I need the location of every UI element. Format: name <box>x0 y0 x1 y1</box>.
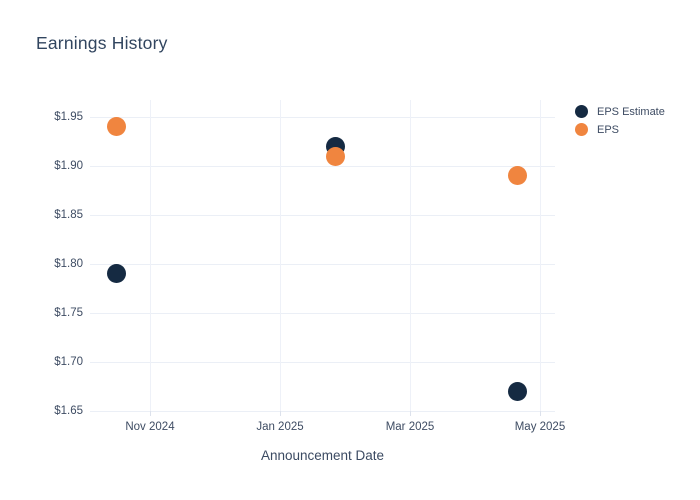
x-gridline <box>149 100 151 411</box>
legend-item-eps[interactable]: EPS <box>575 123 665 136</box>
y-gridline <box>90 116 555 118</box>
y-tick-label: $1.80 <box>54 257 83 270</box>
x-tick-label: Jan 2025 <box>256 421 304 433</box>
legend-swatch-icon <box>575 105 588 118</box>
y-gridline <box>90 214 555 216</box>
x-tick-label: Mar 2025 <box>385 421 435 433</box>
y-gridline <box>90 411 555 412</box>
chart-title: Earnings History <box>36 33 168 53</box>
y-gridline <box>90 312 555 314</box>
x-tick-label: Nov 2024 <box>125 421 175 433</box>
x-tick-mark <box>149 411 151 416</box>
y-tick-label: $1.70 <box>54 355 83 368</box>
x-gridline <box>539 100 541 411</box>
plot-area <box>90 100 555 412</box>
legend-label: EPS <box>597 123 620 136</box>
y-tick-label: $1.65 <box>54 405 83 417</box>
data-point-eps-estimate[interactable] <box>507 381 527 401</box>
y-gridline <box>90 263 555 265</box>
data-point-eps[interactable] <box>325 146 345 166</box>
y-gridline <box>90 361 555 363</box>
x-tick-mark <box>539 411 541 416</box>
x-gridline <box>279 100 281 411</box>
y-tick-label: $1.95 <box>54 110 83 123</box>
data-point-eps[interactable] <box>106 117 126 137</box>
x-axis-title: Announcement Date <box>260 448 385 463</box>
legend-swatch-icon <box>575 123 588 136</box>
data-point-eps-estimate[interactable] <box>106 264 126 284</box>
x-tick-mark <box>409 411 411 416</box>
x-tick-label: May 2025 <box>514 421 566 433</box>
legend: EPS Estimate EPS <box>575 105 665 141</box>
data-point-eps[interactable] <box>507 166 527 186</box>
y-gridline <box>90 165 555 167</box>
y-tick-label: $1.85 <box>54 208 83 221</box>
x-tick-mark <box>279 411 281 416</box>
x-gridline <box>409 100 411 411</box>
legend-item-eps-estimate[interactable]: EPS Estimate <box>575 105 665 118</box>
y-tick-label: $1.90 <box>54 159 83 172</box>
y-tick-label: $1.75 <box>54 306 83 319</box>
legend-label: EPS Estimate <box>597 105 665 118</box>
